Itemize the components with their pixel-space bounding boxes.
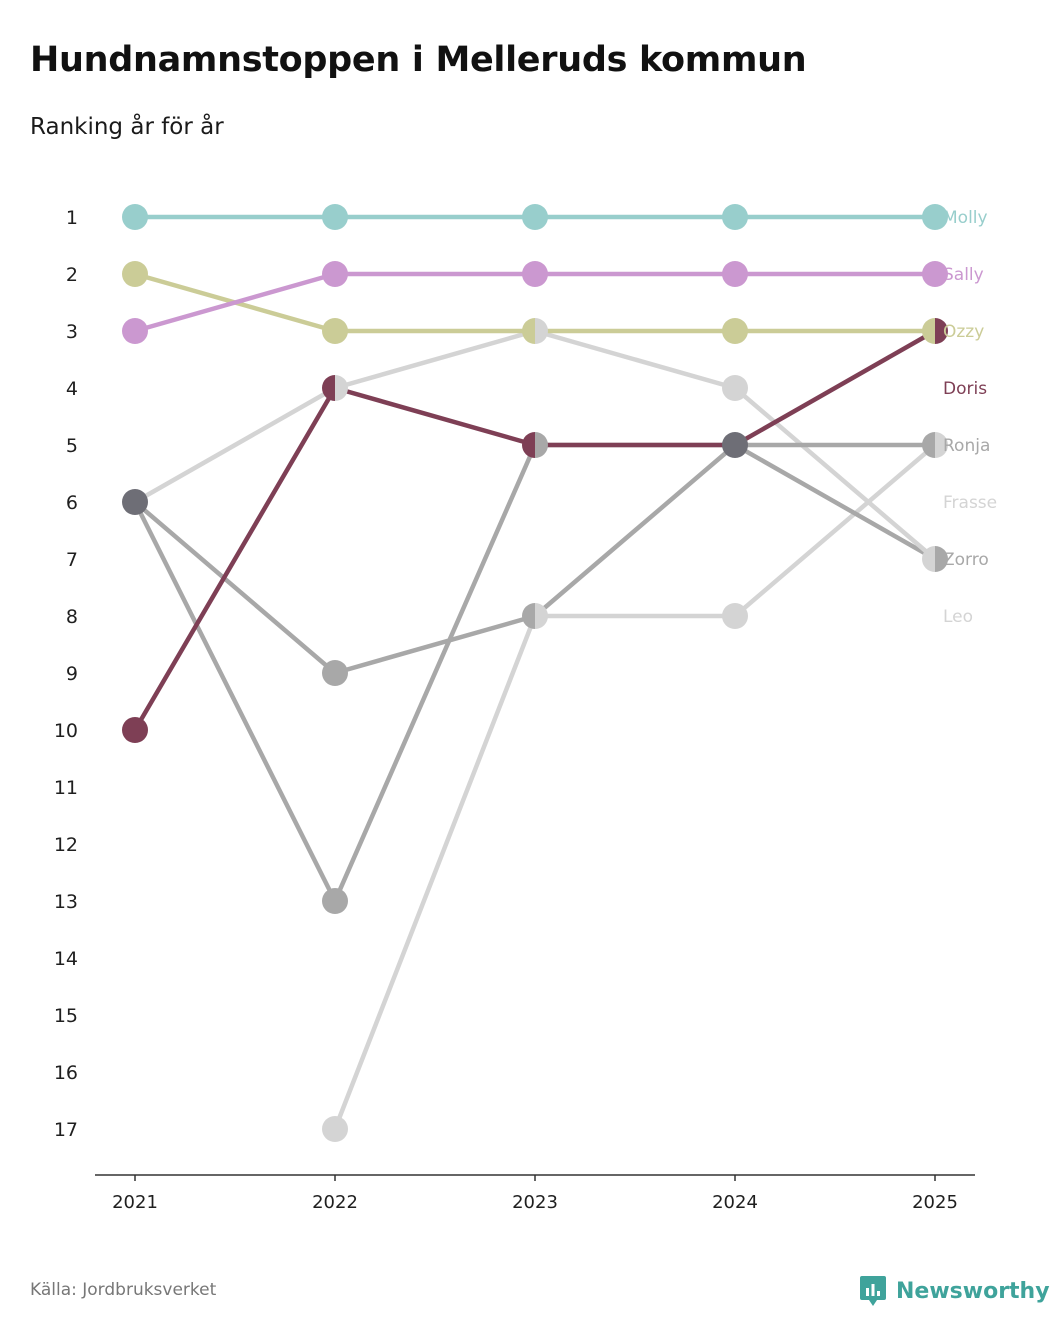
- marker-zorro-2025[interactable]: [935, 546, 948, 572]
- marker-ozzy-2022[interactable]: [322, 318, 348, 344]
- y-tick-label-17: 17: [54, 1119, 78, 1141]
- marker-2021-rank-6-shared[interactable]: [122, 489, 148, 515]
- marker-zorro-2023[interactable]: [522, 603, 535, 629]
- bar-chart-speech-bubble-icon: [860, 1276, 886, 1306]
- marker-ozzy-2025[interactable]: [922, 318, 935, 344]
- chart-subtitle: Ranking år för år: [30, 114, 224, 140]
- y-tick-label-15: 15: [54, 1005, 78, 1027]
- marker-frasse-2025[interactable]: [922, 546, 935, 572]
- series-end-labels: Molly Sally Ozzy Doris Ronja Frasse Zorro Leo: [943, 208, 997, 627]
- y-tick-label-9: 9: [66, 663, 78, 685]
- x-axis: 2021 2022 2023 2024 2025: [95, 1174, 975, 1213]
- end-label-molly: Molly: [943, 208, 988, 228]
- end-label-ozzy: Ozzy: [943, 322, 984, 342]
- x-tick-label-2022: 2022: [312, 1192, 358, 1213]
- series-markers: [122, 204, 948, 1142]
- y-tick-label-7: 7: [66, 549, 78, 571]
- marker-ozzy-2023[interactable]: [522, 318, 535, 344]
- marker-zorro-2022[interactable]: [322, 660, 348, 686]
- brand-logo[interactable]: Newsworthy: [858, 1274, 1050, 1308]
- marker-molly-2023[interactable]: [522, 204, 548, 230]
- marker-doris-2025[interactable]: [935, 318, 948, 344]
- chart-title: Hundnamnstoppen i Melleruds kommun: [30, 40, 807, 80]
- series-lines: [132, 214, 938, 1132]
- y-tick-label-3: 3: [66, 321, 78, 343]
- end-label-doris: Doris: [943, 379, 987, 399]
- marker-molly-2024[interactable]: [722, 204, 748, 230]
- y-tick-label-1: 1: [66, 207, 78, 229]
- y-tick-label-11: 11: [54, 777, 78, 799]
- marker-molly-2021[interactable]: [122, 204, 148, 230]
- y-tick-label-2: 2: [66, 264, 78, 286]
- y-tick-label-13: 13: [54, 891, 78, 913]
- end-label-ronja: Ronja: [943, 436, 990, 456]
- y-tick-label-8: 8: [66, 606, 78, 628]
- x-tick-label-2024: 2024: [712, 1192, 758, 1213]
- end-label-frasse: Frasse: [943, 493, 997, 513]
- y-tick-label-14: 14: [54, 948, 78, 970]
- marker-molly-2022[interactable]: [322, 204, 348, 230]
- y-tick-label-5: 5: [66, 435, 78, 457]
- marker-ronja-2025[interactable]: [922, 432, 935, 458]
- y-tick-label-16: 16: [54, 1062, 78, 1084]
- y-tick-label-10: 10: [54, 720, 78, 742]
- marker-ozzy-2024[interactable]: [722, 318, 748, 344]
- marker-leo-2022[interactable]: [322, 1116, 348, 1142]
- marker-ozzy-2021[interactable]: [122, 261, 148, 287]
- y-tick-label-4: 4: [66, 378, 78, 400]
- source-note: Källa: Jordbruksverket: [30, 1280, 217, 1300]
- x-tick-label-2025: 2025: [912, 1192, 958, 1213]
- x-tick-label-2021: 2021: [112, 1192, 158, 1213]
- marker-leo-2023[interactable]: [535, 603, 548, 629]
- marker-frasse-2024[interactable]: [722, 375, 748, 401]
- series-line-doris: [132, 328, 938, 733]
- marker-sally-2022[interactable]: [322, 261, 348, 287]
- marker-sally-2025[interactable]: [922, 261, 948, 287]
- marker-leo-2024[interactable]: [722, 603, 748, 629]
- marker-sally-2021[interactable]: [122, 318, 148, 344]
- brand-name: Newsworthy: [896, 1278, 1050, 1304]
- marker-2024-rank-5-shared[interactable]: [722, 432, 748, 458]
- series-line-zorro: [132, 442, 938, 676]
- marker-frasse-2023[interactable]: [535, 318, 548, 344]
- marker-leo-2025[interactable]: [935, 432, 948, 458]
- x-tick-label-2023: 2023: [512, 1192, 558, 1213]
- marker-doris-2023[interactable]: [522, 432, 535, 458]
- end-label-zorro: Zorro: [943, 550, 989, 570]
- end-label-leo: Leo: [943, 607, 973, 627]
- marker-molly-2025[interactable]: [922, 204, 948, 230]
- y-tick-label-6: 6: [66, 492, 78, 514]
- y-tick-label-12: 12: [54, 834, 78, 856]
- series-line-ronja: [132, 442, 938, 904]
- series-line-leo: [332, 442, 938, 1132]
- marker-frasse-2022[interactable]: [335, 375, 348, 401]
- marker-sally-2024[interactable]: [722, 261, 748, 287]
- marker-ronja-2022[interactable]: [322, 888, 348, 914]
- end-label-sally: Sally: [943, 265, 984, 285]
- marker-ronja-2023[interactable]: [535, 432, 548, 458]
- marker-sally-2023[interactable]: [522, 261, 548, 287]
- marker-doris-2021[interactable]: [122, 717, 148, 743]
- marker-doris-2022[interactable]: [322, 375, 335, 401]
